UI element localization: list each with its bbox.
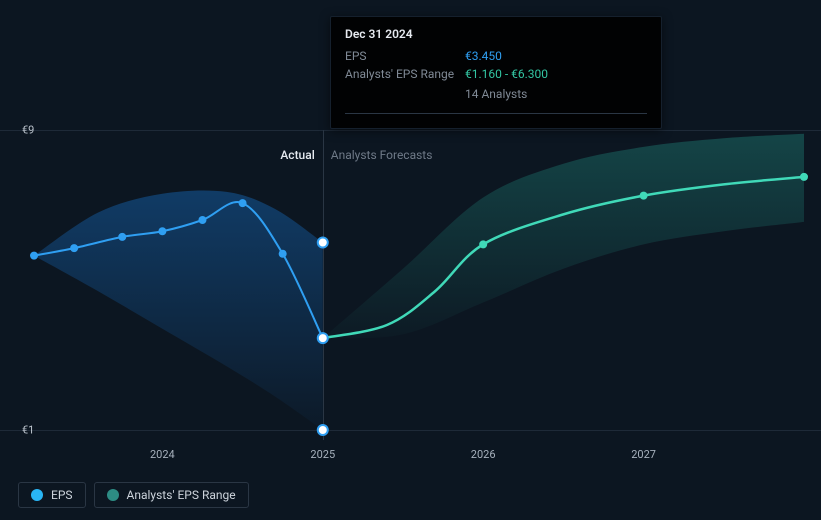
hover-tooltip: Dec 31 2024 EPS €3.450 Analysts' EPS Ran… bbox=[330, 16, 662, 129]
range-band-forecast bbox=[323, 134, 804, 339]
tooltip-row-key: Analysts' EPS Range bbox=[345, 65, 465, 83]
x-axis-label: 2025 bbox=[310, 448, 335, 461]
eps-forecast-chart: €9€1 Actual Analysts Forecasts 202420252… bbox=[0, 0, 821, 520]
eps-point-forecast bbox=[479, 240, 487, 248]
eps-point-actual bbox=[198, 216, 206, 224]
eps-point-actual bbox=[279, 250, 287, 258]
tooltip-row-value: €3.450 bbox=[465, 47, 502, 65]
legend-item-range[interactable]: Analysts' EPS Range bbox=[94, 482, 249, 508]
gridline bbox=[0, 430, 821, 431]
eps-point-forecast bbox=[800, 173, 808, 181]
x-axis-label: 2026 bbox=[471, 448, 496, 461]
eps-point-actual bbox=[118, 233, 126, 241]
x-axis-labels: 2024 2025 2026 2027 bbox=[18, 448, 804, 466]
eps-point-forecast bbox=[640, 192, 648, 200]
tooltip-divider bbox=[345, 113, 647, 114]
legend-item-eps[interactable]: EPS bbox=[18, 482, 86, 508]
plot-area[interactable] bbox=[18, 130, 804, 430]
tooltip-analyst-count: 14 Analysts bbox=[465, 85, 647, 103]
legend-label: EPS bbox=[51, 488, 73, 502]
legend-swatch-icon bbox=[107, 489, 119, 501]
eps-point-actual bbox=[70, 244, 78, 252]
tooltip-row-key: EPS bbox=[345, 47, 465, 65]
eps-point-actual bbox=[239, 199, 247, 207]
legend-swatch-icon bbox=[31, 489, 43, 501]
x-axis-label: 2027 bbox=[631, 448, 656, 461]
x-axis-label: 2024 bbox=[150, 448, 175, 461]
eps-point-actual bbox=[30, 252, 38, 260]
tooltip-row-value: €1.160 - €6.300 bbox=[465, 65, 548, 83]
legend-label: Analysts' EPS Range bbox=[127, 488, 236, 502]
legend: EPS Analysts' EPS Range bbox=[18, 482, 249, 508]
eps-point-actual bbox=[158, 227, 166, 235]
tooltip-date: Dec 31 2024 bbox=[345, 27, 647, 41]
